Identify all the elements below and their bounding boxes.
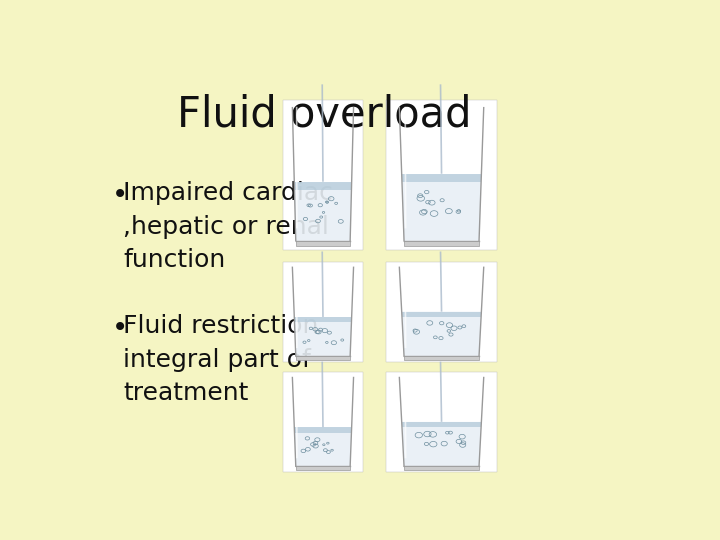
Polygon shape [294,427,351,433]
FancyBboxPatch shape [386,373,498,472]
Text: Fluid restriction
integral part of
treatment: Fluid restriction integral part of treat… [124,314,319,406]
FancyBboxPatch shape [282,100,364,250]
FancyBboxPatch shape [404,241,479,246]
FancyBboxPatch shape [296,241,350,246]
FancyBboxPatch shape [296,356,350,360]
Text: Impaired cardiac
,hepatic or renal
function: Impaired cardiac ,hepatic or renal funct… [124,181,333,272]
Polygon shape [402,312,482,356]
FancyBboxPatch shape [404,467,479,470]
FancyBboxPatch shape [282,262,364,362]
Polygon shape [294,427,351,467]
Polygon shape [294,317,351,356]
Polygon shape [294,317,351,322]
FancyBboxPatch shape [296,467,350,470]
Text: •: • [112,181,129,209]
Polygon shape [402,174,482,241]
Polygon shape [294,182,351,241]
Polygon shape [402,174,482,182]
FancyBboxPatch shape [282,373,364,472]
Polygon shape [402,312,482,317]
Polygon shape [402,422,482,427]
FancyBboxPatch shape [404,356,479,360]
Text: Fluid overload: Fluid overload [177,94,472,136]
FancyBboxPatch shape [386,262,498,362]
Polygon shape [294,182,351,190]
Polygon shape [402,422,482,467]
FancyBboxPatch shape [386,100,498,250]
Text: •: • [112,314,129,342]
